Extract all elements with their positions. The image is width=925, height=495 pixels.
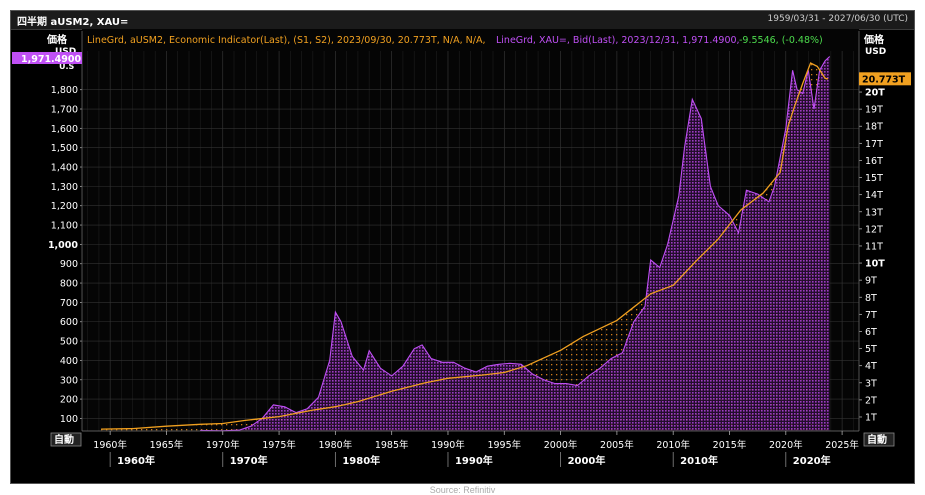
decade-label: 2000年 — [568, 454, 606, 467]
x-tick-label: 1990年 — [431, 439, 465, 451]
auto-scale-left-label: 自動 — [54, 433, 74, 446]
left-tick-label: 1,700 — [51, 105, 78, 116]
left-tick-label: 400 — [60, 356, 78, 367]
x-tick-label: 2025年 — [825, 439, 859, 451]
right-axis: 1T 2T 3T 4T 5T 6T 7T 8T 9T 10T 11T 12T 13T 14T 15T 16T 1… — [858, 31, 885, 431]
x-tick-label: 2020年 — [769, 439, 803, 451]
left-tick-label: 1,200 — [51, 201, 78, 212]
left-tick-label: 1,300 — [51, 182, 78, 193]
right-tick-label: 10T — [865, 259, 885, 270]
right-tick-label: 7T — [865, 310, 877, 321]
last-m2-tag: 20.773T — [859, 72, 911, 86]
right-tick-label: 18T — [865, 122, 883, 133]
last-m2-value: 20.773T — [862, 74, 906, 85]
source-caption: Source: Refinitiv — [429, 485, 496, 495]
x-tick-label: 1985年 — [375, 439, 409, 451]
decade-label: 1990年 — [455, 454, 493, 467]
left-tick-label: 800 — [60, 279, 78, 290]
decade-label: 1980年 — [342, 454, 380, 467]
right-tick-label: 15T — [865, 173, 883, 184]
right-axis-title: 価格 — [863, 33, 885, 46]
x-axis: 1960年 1965年 1970年 1975年 1980年 1985年 1990年 1995年… — [82, 430, 859, 467]
left-tick-label: 200 — [60, 395, 78, 406]
left-axis-unit-2: U.S — [59, 62, 75, 71]
left-tick-label: 1,000 — [48, 240, 78, 251]
chart-window: 四半期 aUSM2, XAU= 1959/03/31 - 2027/06/30 … — [10, 10, 915, 484]
gold-price-line — [200, 56, 831, 432]
legend-xau-change: -9.5546, (-0.48%) — [739, 35, 823, 46]
auto-scale-left-button[interactable]: 自動 — [50, 432, 82, 447]
left-tick-label: 700 — [60, 298, 78, 309]
auto-scale-right-label: 自動 — [867, 433, 887, 446]
right-tick-label: 4T — [865, 361, 877, 372]
left-tick-label: 1,400 — [51, 163, 78, 174]
x-tick-label: 1980年 — [319, 439, 353, 451]
right-tick-label: 8T — [865, 293, 877, 304]
left-tick-label: 100 — [60, 414, 78, 425]
right-tick-label: 1T — [865, 412, 877, 423]
right-tick-label: 16T — [865, 156, 883, 167]
chart-plot[interactable]: 100 200 300 400 500 600 700 800 900 1,000 1,100 1,2… — [11, 29, 914, 483]
date-range: 1959/03/31 - 2027/06/30 (UTC) — [767, 14, 908, 24]
x-tick-label: 2000年 — [544, 439, 578, 451]
gold-area-fill — [200, 56, 830, 431]
right-tick-label: 20T — [865, 88, 885, 99]
left-axis-title: 価格 — [46, 33, 68, 46]
right-tick-label: 13T — [865, 207, 883, 218]
right-tick-label: 2T — [865, 395, 877, 406]
right-axis-unit: USD — [865, 47, 886, 57]
title-bar: 四半期 aUSM2, XAU= 1959/03/31 - 2027/06/30 … — [11, 11, 914, 30]
left-tick-label: 1,800 — [51, 85, 78, 96]
left-tick-label: 600 — [60, 317, 78, 328]
legend-xau: LineGrd, XAU=, Bid(Last), 2023/12/31, 1,… — [496, 35, 740, 46]
right-tick-label: 3T — [865, 378, 877, 389]
legend-m2: LineGrd, aUSM2, Economic Indicator(Last)… — [87, 35, 485, 46]
right-tick-label: 19T — [865, 105, 883, 116]
right-tick-label: 9T — [865, 276, 877, 287]
x-tick-label: 1970年 — [206, 439, 240, 451]
left-axis: 100 200 300 400 500 600 700 800 900 1,000 1,100 1,2… — [48, 31, 83, 431]
x-tick-label: 2015年 — [713, 439, 747, 451]
right-tick-label: 6T — [865, 327, 877, 338]
x-tick-label: 1960年 — [93, 439, 127, 451]
last-gold-value: 1,971.4900 — [21, 54, 81, 65]
auto-scale-right-button[interactable]: 自動 — [863, 432, 895, 447]
chart-title: 四半期 aUSM2, XAU= — [17, 17, 129, 28]
left-tick-label: 1,500 — [51, 143, 78, 154]
left-tick-label: 1,600 — [51, 124, 78, 135]
x-tick-label: 1995年 — [487, 439, 521, 451]
right-tick-label: 5T — [865, 344, 877, 355]
last-gold-tag: 1,971.4900 — [12, 52, 82, 65]
right-tick-label: 17T — [865, 139, 883, 150]
x-tick-label: 2010年 — [656, 439, 690, 451]
decade-label: 1960年 — [117, 454, 155, 467]
m2-line — [101, 62, 829, 430]
left-tick-label: 300 — [60, 375, 78, 386]
decade-label: 1970年 — [230, 454, 268, 467]
left-tick-label: 1,100 — [51, 221, 78, 232]
right-tick-label: 14T — [865, 190, 883, 201]
decade-label: 2020年 — [793, 454, 831, 467]
x-tick-label: 2005年 — [600, 439, 634, 451]
x-tick-label: 1965年 — [150, 439, 184, 451]
left-tick-label: 500 — [60, 337, 78, 348]
right-tick-label: 11T — [865, 241, 883, 252]
left-tick-label: 900 — [60, 259, 78, 270]
right-tick-label: 12T — [865, 224, 883, 235]
x-tick-label: 1975年 — [262, 439, 296, 451]
decade-label: 2010年 — [680, 454, 718, 467]
